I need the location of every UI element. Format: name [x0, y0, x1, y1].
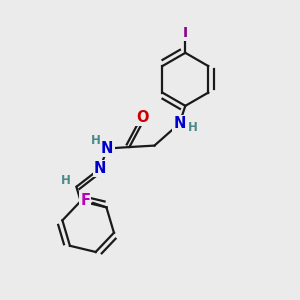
- Text: N: N: [101, 141, 113, 156]
- Text: H: H: [91, 134, 100, 147]
- Text: O: O: [136, 110, 149, 125]
- Text: N: N: [94, 161, 106, 176]
- Text: H: H: [61, 174, 71, 187]
- Text: H: H: [188, 121, 198, 134]
- Text: F: F: [80, 194, 90, 208]
- Text: I: I: [183, 26, 188, 40]
- Text: N: N: [173, 116, 186, 131]
